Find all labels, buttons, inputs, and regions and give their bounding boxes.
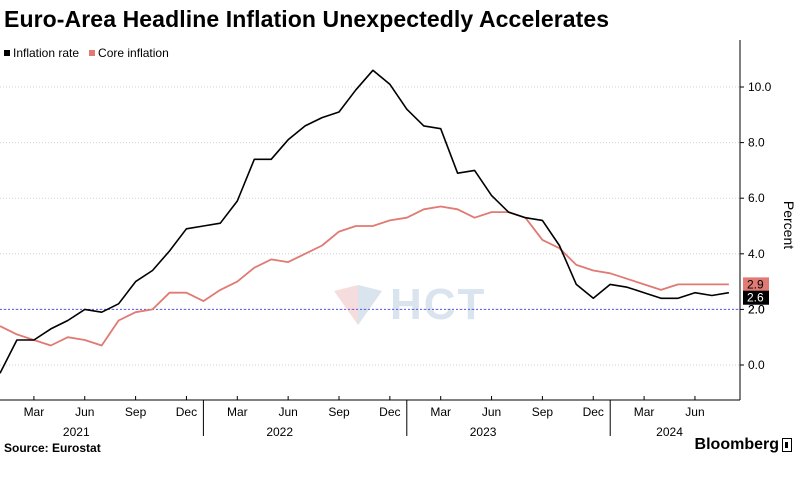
- x-tick-label: Mar: [24, 405, 45, 419]
- legend-swatch-inflation: [4, 50, 10, 56]
- y-axis-title: Percent: [781, 201, 797, 249]
- x-tick-label: Jun: [75, 405, 94, 419]
- legend: Inflation rate Core inflation: [4, 46, 169, 60]
- x-year-label: 2022: [266, 425, 293, 439]
- brand-box-icon: [782, 438, 792, 452]
- series-line-inflation: [0, 69, 730, 374]
- x-tick-label: Jun: [278, 405, 297, 419]
- reference-line-label: 2.0: [748, 302, 765, 316]
- last-value-label-inflation: 2.6: [747, 291, 764, 305]
- x-year-label: 2023: [470, 425, 497, 439]
- x-year-label: 2024: [656, 425, 683, 439]
- y-tick-label: 6.0: [748, 191, 765, 205]
- legend-swatch-core: [89, 50, 96, 56]
- source-note: Source: Eurostat: [4, 441, 101, 455]
- x-tick-label: Dec: [176, 405, 197, 419]
- legend-label-inflation: Inflation rate: [13, 46, 80, 60]
- x-tick-label: Mar: [634, 405, 655, 419]
- x-tick-label: Sep: [328, 405, 350, 419]
- chart-title: Euro-Area Headline Inflation Unexpectedl…: [4, 6, 610, 32]
- x-tick-label: Jun: [685, 405, 704, 419]
- last-value-badge-core: [743, 277, 769, 292]
- brand-name: Bloomberg: [694, 436, 779, 453]
- legend-item-inflation: Inflation rate: [4, 46, 79, 60]
- x-tick-label: Sep: [532, 405, 554, 419]
- y-tick-label: 8.0: [748, 136, 765, 150]
- x-tick-label: Mar: [430, 405, 451, 419]
- x-year-label: 2021: [63, 425, 90, 439]
- legend-label-core: Core inflation: [98, 46, 169, 60]
- brand-logo: Bloomberg: [695, 436, 792, 454]
- last-value-label-core: 2.9: [747, 277, 764, 291]
- x-tick-label: Dec: [583, 405, 604, 419]
- x-tick-label: Dec: [379, 405, 400, 419]
- x-tick-label: Jun: [482, 405, 501, 419]
- y-tick-label: 0.0: [748, 358, 765, 372]
- x-tick-label: Mar: [227, 405, 248, 419]
- last-value-badge-inflation: [743, 290, 769, 305]
- series-line-core: [0, 205, 729, 347]
- legend-item-core: Core inflation: [89, 46, 169, 60]
- x-tick-label: Sep: [125, 405, 147, 419]
- y-tick-label: 2.0: [748, 302, 765, 316]
- y-tick-label: 10.0: [748, 80, 772, 94]
- y-tick-label: 4.0: [748, 247, 765, 261]
